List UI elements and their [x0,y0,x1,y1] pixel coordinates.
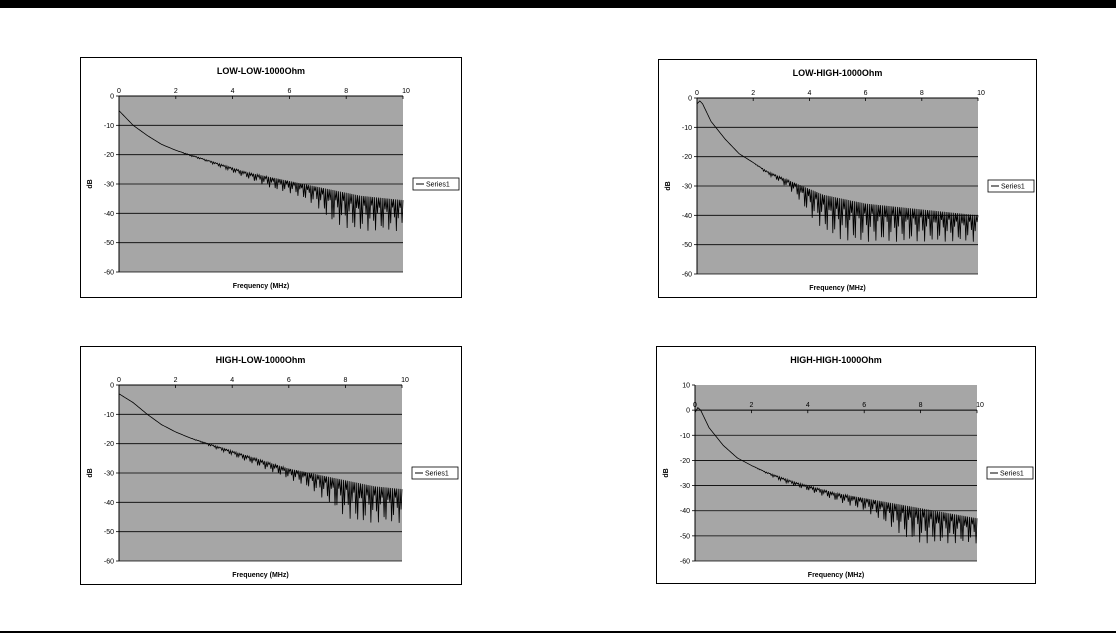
y-tick-label: -30 [104,471,114,478]
chart-low-high-1000ohm: 0 -10 -20 -30 -40 -50 -60 0 2 4 6 8 10 LOW-HIGH-1000O… [658,59,1037,298]
series-line [696,100,979,242]
y-tick-label: 0 [110,94,114,101]
legend-box [987,179,1035,193]
y-tick-label: 0 [110,383,114,390]
chart-low-low-1000ohm: 0 -10 -20 -30 -40 -50 -60 0 2 4 6 8 10 LOW-LOW-1000Oh… [80,57,462,298]
y-tick-label: -20 [680,458,690,465]
x-tick-label: 8 [344,88,348,95]
legend-box [411,466,459,480]
y-tick-label: -10 [104,412,114,419]
x-tick-label: 2 [751,90,755,97]
x-tick-label: 4 [806,402,810,409]
top-rule [0,0,1116,8]
chart-high-high-1000ohm: 10 0 -10 -20 -30 -40 -50 -60 0 2 4 6 8 10 HIGH-HIGH-10… [656,346,1036,584]
y-tick-label: -40 [682,213,692,220]
y-axis-label: dB [663,468,670,477]
legend-label: Series1 [1001,184,1025,191]
series-line [694,407,978,544]
x-tick-label: 10 [976,402,984,409]
chart-title: HIGH-HIGH-1000Ohm [790,355,882,365]
legend-box [412,177,460,191]
chart-high-low-1000ohm: 0 -10 -20 -30 -40 -50 -60 0 2 4 6 8 10 HIGH-LOW-1000O… [80,346,462,585]
x-tick-label: 8 [343,377,347,384]
chart-svg: 0 -10 -20 -30 -40 -50 -60 0 2 4 6 8 10 LOW-HIGH-1000O… [665,68,1035,292]
x-tick-label: 10 [977,90,985,97]
x-tick-label: 0 [693,402,697,409]
x-axis-label: Frequency (MHz) [232,572,288,579]
x-tick-label: 0 [695,90,699,97]
chart-title: LOW-LOW-1000Ohm [217,66,305,76]
x-axis-label: Frequency (MHz) [808,572,864,579]
x-tick-label: 10 [402,88,410,95]
x-tick-label: 2 [174,88,178,95]
x-axis-label: Frequency (MHz) [809,285,865,292]
y-axis-label: dB [87,468,94,477]
legend-label: Series1 [425,471,449,478]
y-axis-label: dB [87,179,94,188]
x-tick-label: 8 [919,402,923,409]
x-tick-label: 8 [920,90,924,97]
legend-box [986,466,1034,480]
x-tick-label: 2 [174,377,178,384]
y-tick-label: -50 [680,533,690,540]
chart-title: LOW-HIGH-1000Ohm [793,68,883,78]
y-tick-label: -40 [104,500,114,507]
chart-title: HIGH-LOW-1000Ohm [216,355,306,365]
x-tick-label: 10 [401,377,409,384]
y-axis-label: dB [665,181,672,190]
y-tick-label: -10 [104,123,114,130]
y-tick-label: -40 [104,211,114,218]
x-tick-label: 4 [230,377,234,384]
y-tick-label: -10 [680,433,690,440]
x-tick-label: 6 [862,402,866,409]
chart-svg: 10 0 -10 -20 -30 -40 -50 -60 0 2 4 6 8 10 HIGH-HIGH-10… [663,355,1034,579]
y-tick-label: 0 [688,96,692,103]
y-tick-label: -50 [682,242,692,249]
x-tick-label: 2 [749,402,753,409]
x-tick-label: 0 [117,377,121,384]
plot-area [695,385,977,561]
y-tick-label: -30 [104,182,114,189]
legend-label: Series1 [426,182,450,189]
y-tick-label: -50 [104,240,114,247]
x-tick-label: 6 [864,90,868,97]
x-tick-label: 0 [117,88,121,95]
bottom-rule [0,631,1116,633]
y-tick-label: -60 [104,270,114,277]
y-tick-label: 10 [682,383,690,390]
x-axis-label: Frequency (MHz) [233,283,289,290]
chart-svg: 0 -10 -20 -30 -40 -50 -60 0 2 4 6 8 10 HIGH-LOW-1000O… [87,355,459,579]
y-tick-label: -30 [682,184,692,191]
y-tick-label: -20 [104,152,114,159]
x-tick-label: 4 [807,90,811,97]
x-tick-label: 6 [287,377,291,384]
series-line [118,393,403,523]
y-tick-label: -50 [104,529,114,536]
x-tick-label: 4 [231,88,235,95]
chart-svg: 0 -10 -20 -30 -40 -50 -60 0 2 4 6 8 10 LOW-LOW-1000Oh… [87,66,460,290]
y-tick-label: -60 [682,272,692,279]
y-tick-label: -40 [680,508,690,515]
y-tick-label: -20 [682,154,692,161]
y-tick-label: 0 [686,408,690,415]
y-tick-label: -60 [104,559,114,566]
y-tick-label: -20 [104,441,114,448]
y-tick-label: -60 [680,559,690,566]
y-tick-label: -30 [680,483,690,490]
x-tick-label: 6 [287,88,291,95]
y-tick-label: -10 [682,125,692,132]
legend-label: Series1 [1000,471,1024,478]
series-line [118,110,404,231]
